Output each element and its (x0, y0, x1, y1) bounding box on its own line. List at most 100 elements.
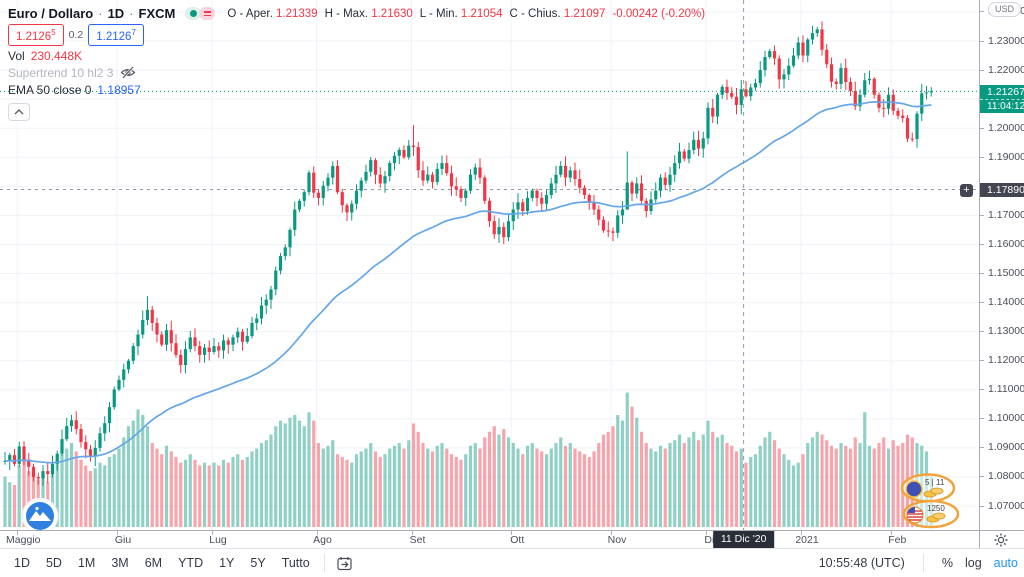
price-tick: 1.20000 (980, 122, 1024, 134)
open-value: O - Aper. 1.21339 (227, 7, 318, 20)
month-label: Maggio (6, 534, 41, 546)
range-button-5y[interactable]: 5Y (250, 556, 266, 570)
price-tick: 1.10000 (980, 412, 1024, 424)
range-button-6m[interactable]: 6M (144, 556, 163, 570)
symbol-name[interactable]: Euro / Dollaro (8, 6, 94, 21)
price-tick: 1.07000 (980, 500, 1024, 512)
auto-scale-button[interactable]: auto (993, 556, 1018, 570)
toolbar-right-cluster: 10:55:48 (UTC) % log auto (819, 549, 1018, 577)
broker-logo-watermark (21, 497, 59, 530)
price-tick: 1.15000 (980, 267, 1024, 279)
close-value: C - Chius. 1.21097 (509, 7, 606, 20)
volume-bars-layer (3, 392, 933, 527)
ema-indicator-row: EMA 50 close 0 1.18957 (8, 83, 705, 97)
range-button-1m[interactable]: 1M (77, 556, 96, 570)
gear-icon[interactable] (994, 533, 1008, 547)
volume-label: Vol (8, 48, 25, 63)
month-label: 2021 (795, 534, 819, 546)
ema-line-layer (4, 101, 932, 464)
crosshair-date-label: 11 Dic '20 (712, 531, 775, 548)
month-tick-mark (891, 531, 893, 535)
month-label: Lug (209, 534, 227, 546)
low-value: L - Min. 1.21054 (419, 7, 503, 20)
data-mode-chip-icon (199, 7, 216, 20)
month-tick-mark (611, 531, 612, 535)
month-tick-mark (17, 531, 19, 535)
ema-label: EMA 50 close 0 (8, 82, 92, 97)
toolbar-divider (922, 554, 924, 572)
time-axis[interactable]: MaggioGiuLugAgoSetOttNovDic2021Feb 11 Di… (0, 530, 1024, 549)
currency-toggle-chip[interactable]: USD (988, 2, 1022, 17)
range-button-1y[interactable]: 1Y (219, 556, 235, 570)
collapse-legend-button[interactable] (8, 102, 30, 121)
axis-corner (979, 531, 1024, 548)
month-tick-mark (511, 531, 513, 535)
month-label: Ago (313, 534, 332, 546)
volume-indicator-row: Vol 230.448K (8, 49, 705, 63)
symbol-title-row: Euro / Dollaro · 1D · FXCM O - Aper. 1.2… (8, 6, 705, 21)
clock-utc[interactable]: 10:55:48 (UTC) (818, 556, 905, 570)
price-tick: 1.14000 (980, 296, 1024, 308)
change-value: -0.00242 (-0.20%) (612, 7, 706, 20)
spread-value: 0.2 (68, 28, 84, 41)
price-tick: 1.19000 (980, 151, 1024, 163)
eye-hidden-icon[interactable] (120, 66, 136, 80)
candlestick-chart-canvas[interactable]: 5 | 11 1250 (0, 0, 979, 530)
price-tick: 1.11000 (980, 383, 1024, 395)
status-chips[interactable] (185, 7, 216, 20)
level-price-label[interactable]: 1.17890 (980, 183, 1024, 197)
supertrend-indicator-row: Supertrend 10 hl2 3 (8, 66, 705, 80)
goto-date-calendar-icon[interactable] (331, 554, 360, 573)
exchange-label[interactable]: FXCM (138, 6, 176, 21)
sticker-eu-label: 5 | 11 (925, 478, 945, 487)
price-tick: 1.08000 (980, 470, 1024, 482)
buy-ask-button[interactable]: 1.21267 (88, 24, 144, 46)
month-label: Set (409, 534, 426, 546)
interval-label[interactable]: 1D (107, 6, 125, 21)
high-value: H - Max. 1.21630 (324, 7, 413, 20)
bottom-toolbar: 1D 5D 1M 3M 6M YTD 1Y 5Y Tutto 10:55:48 (UTC) % … (0, 548, 1024, 577)
ema-value: 1.18957 (97, 82, 141, 97)
log-scale-button[interactable]: log (964, 556, 982, 570)
separator-dot: · (98, 6, 103, 21)
market-status-chip-icon (185, 7, 202, 20)
sticker-us-label: 1250 (927, 504, 945, 513)
price-tick: 1.23000 (980, 35, 1024, 47)
range-button-1d[interactable]: 1D (14, 556, 30, 570)
price-tick: 1.17000 (980, 209, 1024, 221)
grid-lines (0, 0, 979, 530)
month-label: Nov (607, 534, 627, 546)
separator-dot: · (129, 6, 134, 21)
range-button-ytd[interactable]: YTD (178, 556, 204, 570)
range-button-3m[interactable]: 3M (111, 556, 129, 570)
month-tick-mark (316, 531, 318, 535)
month-label: Feb (888, 534, 907, 546)
month-tick-mark (212, 531, 213, 535)
chart-pane[interactable]: 5 | 11 1250 + Euro / Dollaro · 1D (0, 0, 979, 530)
month-tick-mark (801, 531, 802, 535)
supertrend-label: Supertrend 10 hl2 3 (8, 65, 114, 80)
month-label: Giu (114, 534, 132, 546)
add-alert-plus-button[interactable]: + (960, 184, 973, 197)
sticker-us-coins[interactable]: 1250 (902, 499, 960, 529)
candles-layer (3, 21, 933, 486)
range-button-5d[interactable]: 5D (45, 556, 62, 570)
chart-legend: Euro / Dollaro · 1D · FXCM O - Aper. 1.2… (8, 6, 705, 121)
price-axis[interactable]: 1.240001.230001.220001.200001.190001.170… (979, 0, 1024, 530)
price-tick: 1.13000 (980, 325, 1024, 337)
volume-value: 230.448K (30, 48, 83, 63)
sell-bid-button[interactable]: 1.21265 (8, 24, 64, 46)
ohlc-values-row: O - Aper. 1.21339 H - Max. 1.21630 L - M… (227, 8, 705, 20)
sticker-eu-coins[interactable]: 5 | 11 (900, 473, 956, 503)
price-tick: 1.09000 (980, 441, 1024, 453)
range-button-tutto[interactable]: Tutto (281, 556, 310, 570)
percent-scale-button[interactable]: % (941, 556, 953, 570)
date-range-buttons: 1D 5D 1M 3M 6M YTD 1Y 5Y Tutto (6, 549, 360, 577)
month-label: Ott (510, 534, 525, 546)
current-price-label: 1.21267 11:04:12 (980, 85, 1024, 113)
price-tick: 1.22000 (980, 64, 1024, 76)
bid-ask-row: 1.21265 0.2 1.21267 (8, 24, 705, 46)
bar-countdown: 11:04:12 (987, 101, 1024, 112)
toolbar-divider (323, 554, 325, 572)
